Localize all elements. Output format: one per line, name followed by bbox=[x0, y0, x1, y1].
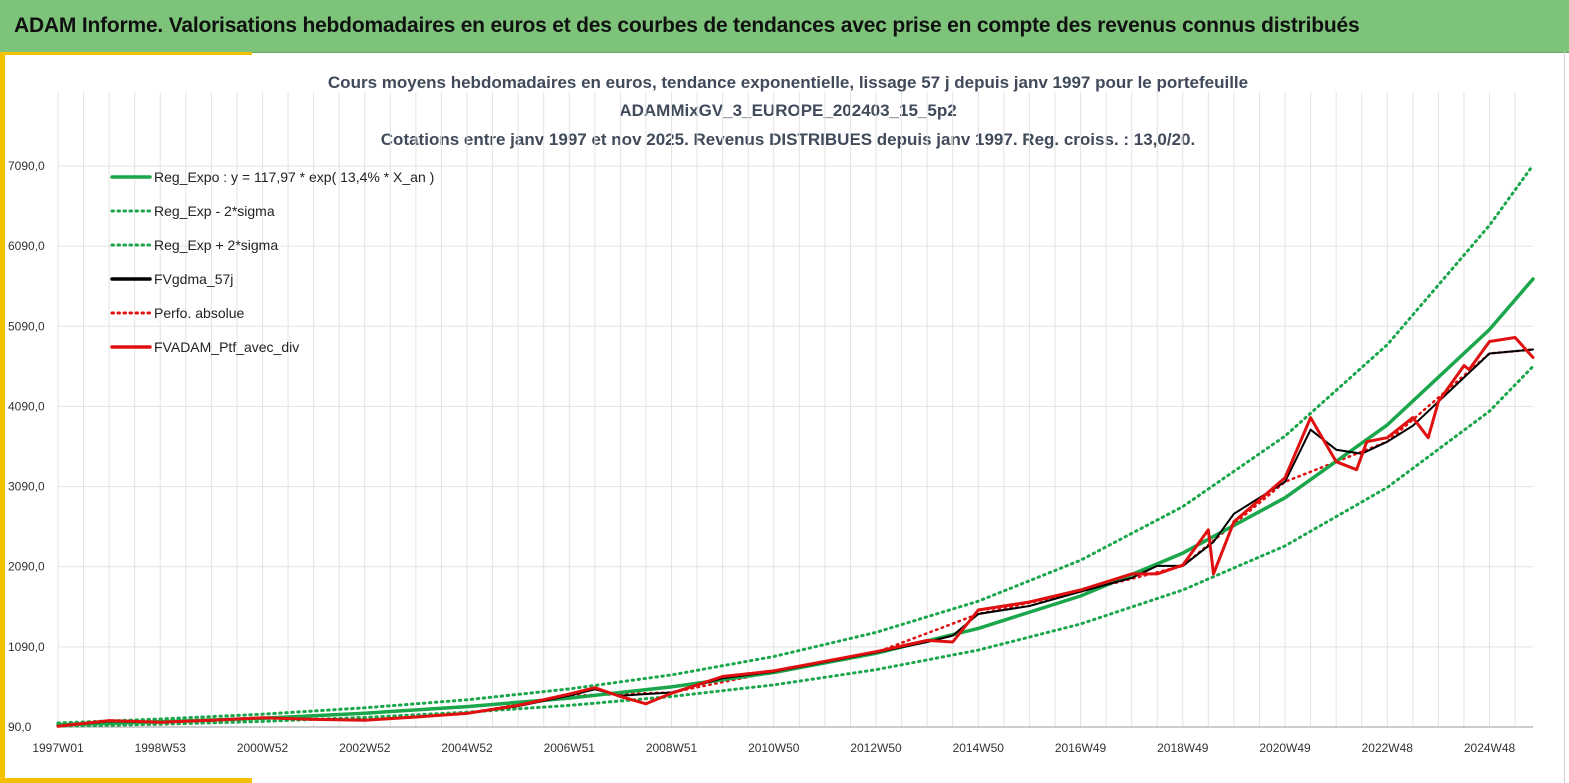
accent-bar-left bbox=[0, 52, 5, 783]
x-tick-label: 2014W50 bbox=[953, 741, 1005, 755]
x-tick-label: 2002W52 bbox=[339, 741, 391, 755]
y-tick-label: 1090,0 bbox=[8, 640, 45, 654]
chart-title-line-1: Cours moyens hebdomadaires en euros, ten… bbox=[328, 73, 1248, 92]
chart-title-line-2: ADAMMixGV_3_EUROPE_202403_15_5p2 bbox=[619, 101, 956, 120]
legend-label-5: FVADAM_Ptf_avec_div bbox=[154, 339, 299, 355]
chart-title-line-3: Cotations entre janv 1997 et nov 2025. R… bbox=[381, 130, 1195, 149]
x-tick-label: 2006W51 bbox=[544, 741, 596, 755]
y-tick-label: 90,0 bbox=[8, 720, 32, 734]
x-tick-label: 2008W51 bbox=[646, 741, 698, 755]
frame-border-right bbox=[1564, 52, 1565, 783]
x-tick-label: 2012W50 bbox=[850, 741, 902, 755]
grid bbox=[57, 92, 1533, 728]
axes: 90,0 1090,0 2090,0 3090,0 4090,0 5090,0 6090,0… bbox=[8, 159, 1533, 755]
x-tick-label: 2004W52 bbox=[441, 741, 493, 755]
x-tick-label: 2016W49 bbox=[1055, 741, 1107, 755]
x-tick-label: 1997W01 bbox=[32, 741, 84, 755]
x-tick-label: 2022W48 bbox=[1362, 741, 1414, 755]
y-tick-label: 6090,0 bbox=[8, 239, 45, 253]
header-banner: ADAM Informe. Valorisations hebdomadaire… bbox=[0, 0, 1569, 53]
legend-label-1: Reg_Exp - 2*sigma bbox=[154, 203, 275, 219]
series-line-1 bbox=[56, 364, 1535, 728]
legend-label-3: FVgdma_57j bbox=[154, 271, 233, 287]
series-layer bbox=[56, 163, 1535, 728]
legend-label-2: Reg_Exp + 2*sigma bbox=[154, 237, 278, 253]
page-title: ADAM Informe. Valorisations hebdomadaire… bbox=[14, 14, 1360, 37]
y-tick-label: 3090,0 bbox=[8, 480, 45, 494]
y-tick-label: 5090,0 bbox=[8, 319, 45, 333]
y-tick-label: 4090,0 bbox=[8, 399, 45, 413]
legend-label-4: Perfo. absolue bbox=[154, 305, 244, 321]
series-line-2 bbox=[56, 163, 1535, 725]
accent-bar-bottom bbox=[0, 778, 252, 783]
x-tick-label: 1998W53 bbox=[135, 741, 187, 755]
legend: Reg_Expo : y = 117,97 * exp( 13,4% * X_a… bbox=[110, 169, 434, 355]
x-tick-label: 2018W49 bbox=[1157, 741, 1209, 755]
accent-bar-top bbox=[0, 52, 252, 55]
series-line-5 bbox=[56, 336, 1535, 728]
y-tick-label: 2090,0 bbox=[8, 560, 45, 574]
x-tick-label: 2000W52 bbox=[237, 741, 289, 755]
x-tick-label: 2020W49 bbox=[1259, 741, 1311, 755]
x-tick-label: 2024W48 bbox=[1464, 741, 1516, 755]
legend-label-0: Reg_Expo : y = 117,97 * exp( 13,4% * X_a… bbox=[154, 169, 434, 185]
y-tick-label: 7090,0 bbox=[8, 159, 45, 173]
x-tick-label: 2010W50 bbox=[748, 741, 800, 755]
